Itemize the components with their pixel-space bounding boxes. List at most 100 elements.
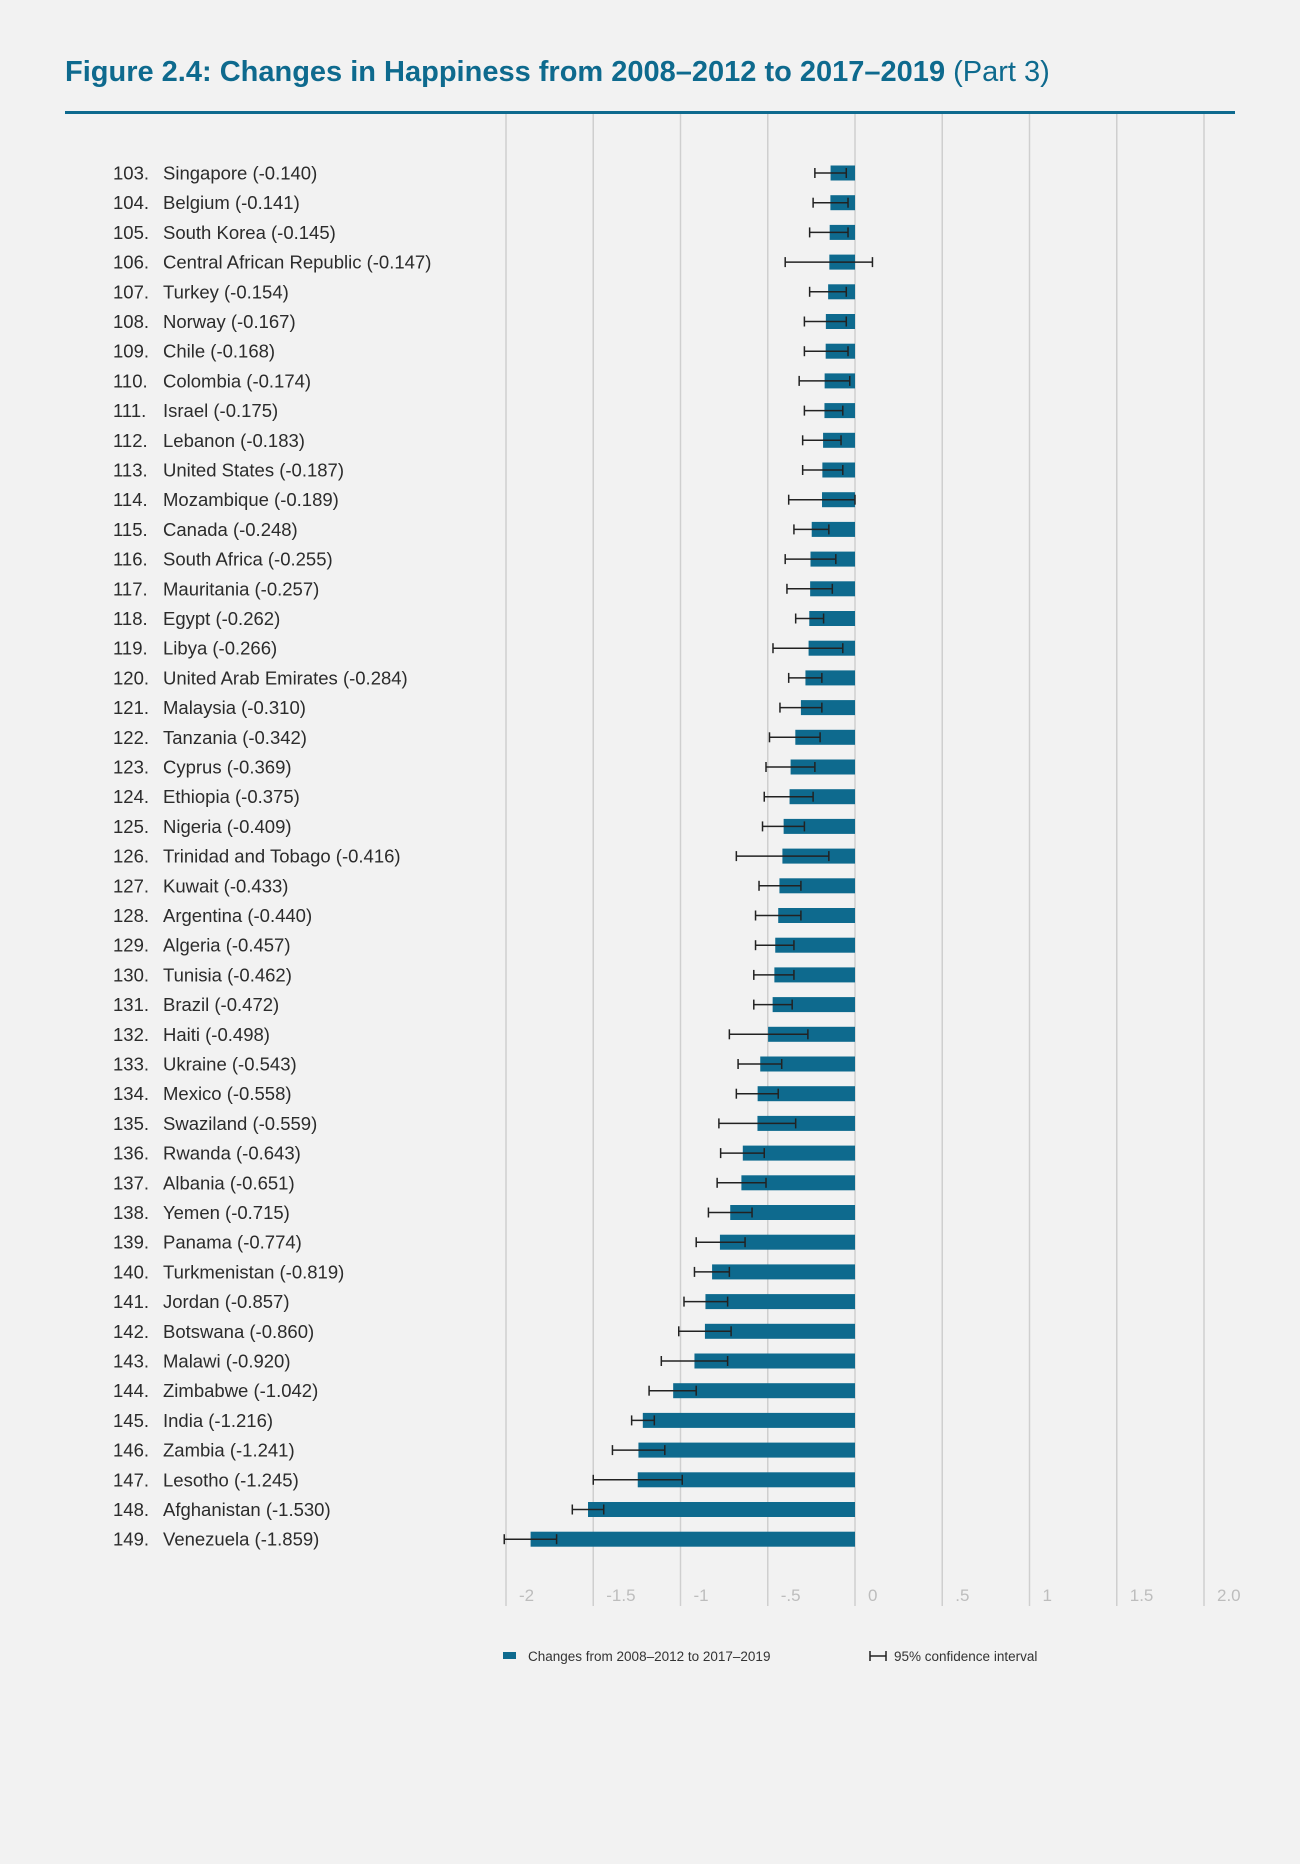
row-rank: 113. — [113, 460, 148, 481]
row-country-label: Egypt (-0.262) — [163, 608, 280, 629]
error-bar — [693, 1266, 731, 1277]
row-rank: 116. — [113, 549, 148, 570]
data-bar — [809, 611, 855, 626]
row-country-label: Swaziland (-0.559) — [163, 1113, 317, 1134]
data-bar — [694, 1353, 855, 1369]
row-country-label: Kuwait (-0.433) — [163, 875, 288, 896]
row-rank: 145. — [113, 1410, 149, 1431]
error-bar — [592, 1474, 683, 1485]
row-rank: 146. — [113, 1440, 149, 1461]
error-bar — [768, 732, 821, 743]
row-rank: 105. — [113, 222, 149, 243]
x-tick-label: 0 — [868, 1586, 877, 1605]
row-rank: 106. — [113, 252, 149, 273]
row-rank: 133. — [113, 1054, 149, 1075]
x-tick-label: 2.0 — [1217, 1586, 1241, 1605]
row-country-label: Malawi (-0.920) — [163, 1351, 291, 1372]
row-rank: 108. — [113, 311, 149, 332]
data-bar — [673, 1383, 855, 1399]
row-country-label: India (-1.216) — [163, 1410, 273, 1431]
error-bar — [803, 405, 844, 416]
data-bar — [642, 1412, 855, 1428]
data-bar — [530, 1531, 855, 1547]
data-bar — [783, 818, 855, 834]
error-bar — [787, 672, 823, 683]
row-country-label: Singapore (-0.140) — [163, 163, 317, 184]
error-bar — [753, 999, 793, 1010]
error-bar — [784, 554, 837, 565]
error-bar — [803, 316, 848, 327]
error-bar — [758, 880, 802, 891]
data-bar — [741, 1175, 855, 1191]
data-bar — [790, 759, 855, 775]
row-country-label: Zimbabwe (-1.042) — [163, 1380, 318, 1401]
data-bar — [757, 1115, 855, 1131]
row-country-label: Tanzania (-0.342) — [163, 727, 307, 748]
row-rank: 140. — [113, 1261, 149, 1282]
row-rank: 148. — [113, 1499, 149, 1520]
row-country-label: Turkmenistan (-0.819) — [163, 1261, 344, 1282]
row-rank: 109. — [113, 341, 149, 362]
row-rank: 130. — [113, 964, 149, 985]
data-bar — [778, 908, 855, 923]
row-rank: 124. — [113, 786, 149, 807]
error-bar — [801, 435, 842, 446]
row-rank: 110. — [113, 370, 148, 391]
error-bar — [707, 1207, 753, 1218]
error-bar — [735, 851, 830, 862]
error-bar — [779, 702, 823, 713]
figure-title: Figure 2.4: Changes in Happiness from 20… — [65, 56, 1050, 89]
row-country-label: South Korea (-0.145) — [163, 222, 336, 243]
error-bar — [784, 257, 874, 268]
error-bar — [798, 375, 851, 386]
data-bar — [588, 1502, 855, 1517]
row-rank: 114. — [113, 489, 148, 510]
error-bar — [794, 613, 825, 624]
row-country-label: Afghanistan (-1.530) — [163, 1499, 331, 1520]
title-rule — [65, 111, 1235, 114]
row-rank: 128. — [113, 905, 149, 926]
row-country-label: Cyprus (-0.369) — [163, 757, 292, 778]
data-bar — [719, 1234, 855, 1250]
error-bar — [503, 1534, 558, 1545]
row-country-label: Central African Republic (-0.147) — [163, 252, 431, 273]
row-country-label: Mozambique (-0.189) — [163, 489, 339, 510]
error-bar — [753, 969, 795, 980]
legend-bar-label: Changes from 2008–2012 to 2017–2019 — [528, 1649, 770, 1664]
x-tick-label: -1.5 — [606, 1586, 635, 1605]
data-bar — [789, 789, 855, 805]
error-bar — [808, 227, 849, 238]
error-bar — [571, 1504, 605, 1515]
row-rank: 127. — [113, 875, 149, 896]
error-bar — [786, 583, 834, 594]
error-bar — [678, 1326, 732, 1337]
row-country-label: Canada (-0.248) — [163, 519, 298, 540]
legend-ci-icon — [869, 1651, 887, 1661]
row-country-label: Malaysia (-0.310) — [163, 697, 306, 718]
error-bar — [695, 1237, 746, 1248]
data-bar — [705, 1294, 855, 1310]
row-country-label: Ethiopia (-0.375) — [163, 786, 300, 807]
error-bar — [772, 643, 844, 654]
data-bar — [811, 521, 855, 537]
row-rank: 118. — [113, 608, 148, 629]
error-bar — [803, 346, 849, 357]
data-bar — [805, 670, 855, 686]
row-country-label: Venezuela (-1.859) — [163, 1529, 319, 1550]
data-bar — [795, 729, 855, 745]
x-axis-tick-layer: -2 -1.5 -1 -.5 0 .5 1 1.5 2.0 — [519, 1586, 1241, 1605]
row-rank: 126. — [113, 846, 149, 867]
data-bar — [730, 1205, 855, 1220]
x-tick-label: .5 — [955, 1586, 969, 1605]
row-rank: 117. — [113, 578, 148, 599]
row-rank: 125. — [113, 816, 149, 837]
row-rank: 136. — [113, 1143, 149, 1164]
row-country-label: Libya (-0.266) — [163, 638, 277, 659]
row-country-label: South Africa (-0.255) — [163, 549, 333, 570]
data-bar — [768, 1026, 855, 1042]
error-bar — [812, 197, 849, 208]
error-bar — [737, 1059, 783, 1069]
error-bar — [814, 168, 848, 178]
row-rank: 107. — [113, 281, 149, 302]
